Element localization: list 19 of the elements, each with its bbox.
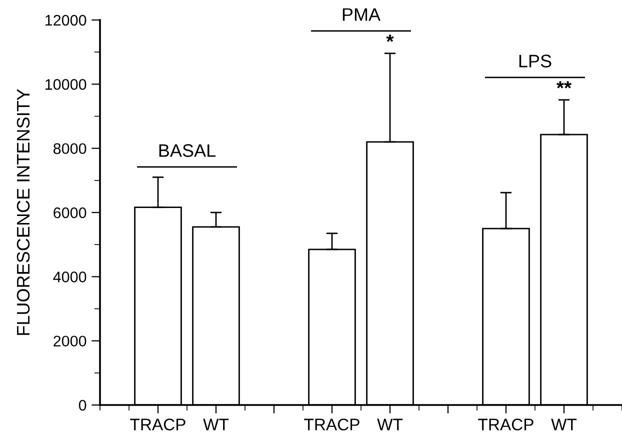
y-tick-label: 10000 xyxy=(45,79,86,90)
annotation: * xyxy=(386,34,394,42)
y-axis-title: FLUORESCENCE INTENSITY xyxy=(16,89,30,335)
y-tick-label: 2000 xyxy=(54,336,86,347)
annotation: LPS xyxy=(519,54,552,68)
y-tick-label: 0 xyxy=(78,400,86,411)
x-tick-label: WT xyxy=(377,418,403,430)
annotation: PMA xyxy=(342,8,381,21)
y-tick-label: 6000 xyxy=(54,207,86,218)
x-tick-label: WT xyxy=(203,418,229,430)
x-tick-label: TRACP xyxy=(478,418,534,430)
x-tick-label: TRACP xyxy=(130,418,186,430)
x-tick-label: TRACP xyxy=(304,418,360,430)
annotation: BASAL xyxy=(159,144,216,157)
x-tick-label: WT xyxy=(551,418,577,430)
y-tick-label: 12000 xyxy=(45,14,86,26)
annotation: ** xyxy=(556,81,572,88)
y-tick-label: 8000 xyxy=(53,143,86,154)
y-tick-label: 4000 xyxy=(53,272,86,282)
